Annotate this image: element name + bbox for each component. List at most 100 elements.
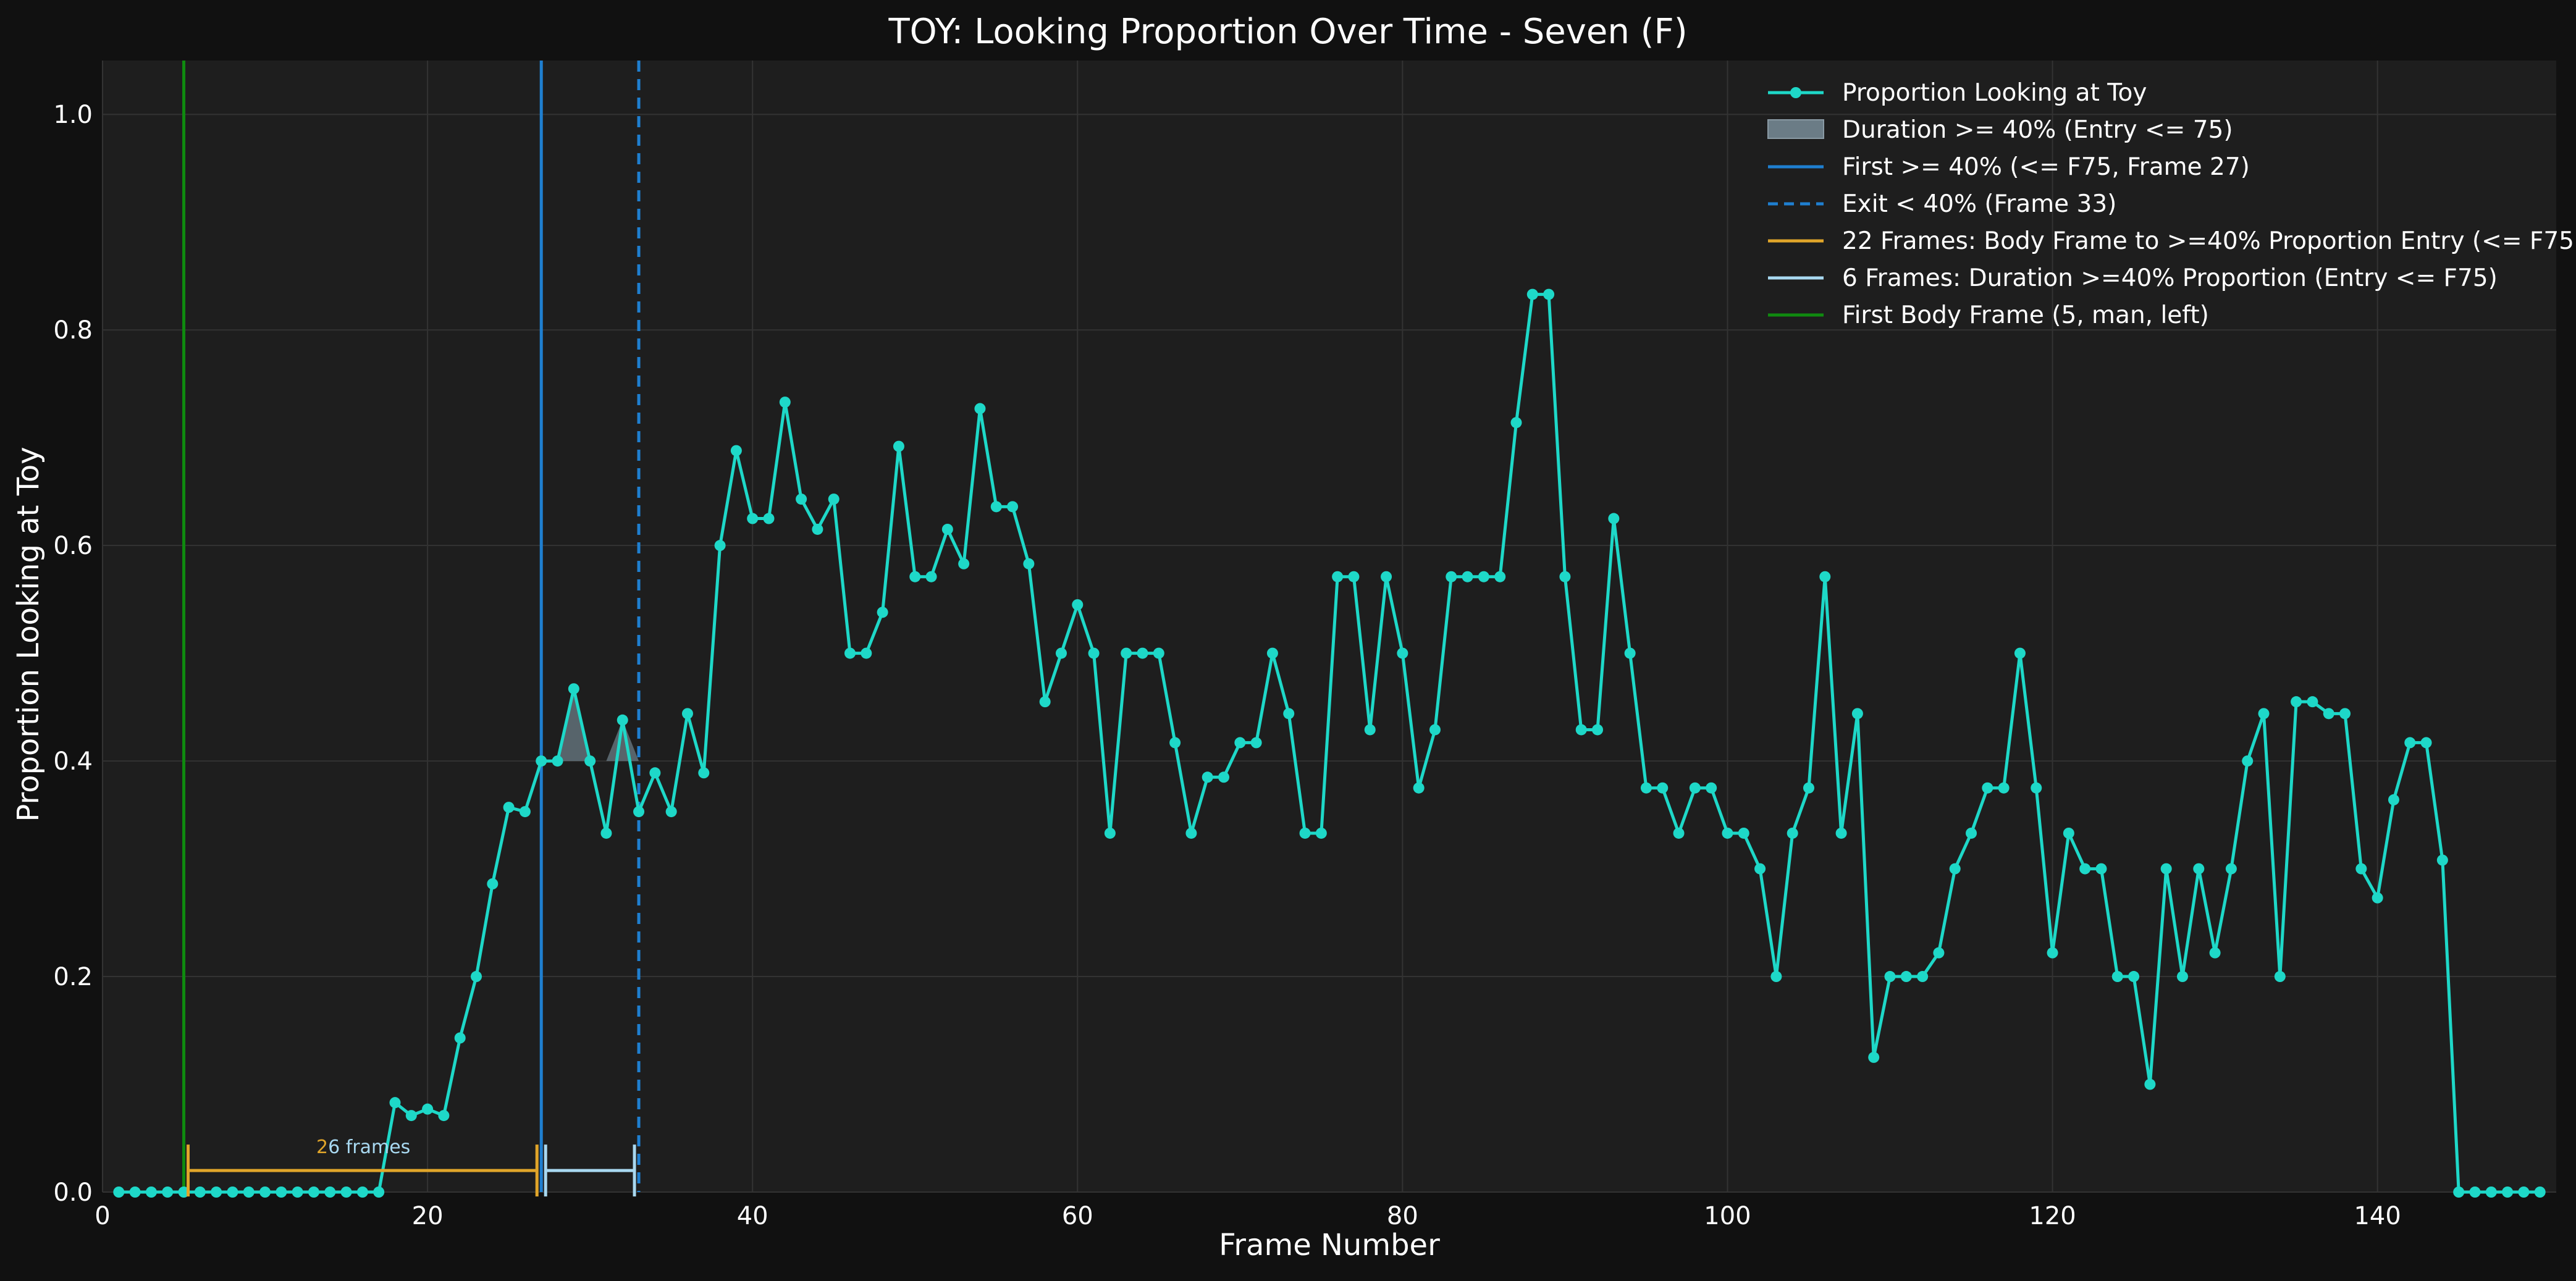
data-point	[162, 1186, 174, 1198]
series-layer	[113, 288, 2546, 1198]
threshold-fill-layer	[541, 689, 639, 762]
threshold-fill-region	[541, 689, 639, 762]
data-point	[893, 440, 904, 452]
data-point	[2160, 863, 2172, 875]
data-point	[438, 1110, 450, 1122]
data-point	[1575, 724, 1587, 736]
data-point	[1413, 782, 1425, 794]
data-point	[1982, 782, 1993, 794]
data-point	[1478, 571, 1489, 582]
legend-entry: 6 Frames: Duration >=40% Proportion (Ent…	[1842, 264, 2498, 292]
plot-area	[103, 61, 2556, 1192]
data-point	[2258, 708, 2270, 720]
data-point	[2014, 647, 2026, 659]
data-point	[584, 755, 596, 767]
brackets: 26 frames	[187, 1136, 636, 1197]
data-point	[1153, 647, 1164, 659]
data-point	[1608, 513, 1620, 524]
data-point	[454, 1032, 466, 1044]
data-point	[1381, 571, 1392, 582]
data-point	[2079, 863, 2091, 875]
x-tick-label: 40	[737, 1202, 768, 1230]
y-tick-label: 1.0	[53, 101, 93, 129]
data-point	[1624, 647, 1636, 659]
data-point	[1917, 971, 1929, 983]
data-point	[519, 806, 531, 818]
data-point	[471, 971, 482, 983]
data-point	[1462, 571, 1473, 582]
data-point	[909, 571, 921, 582]
data-point	[1559, 571, 1571, 582]
data-point	[292, 1186, 303, 1198]
data-point	[2436, 854, 2448, 866]
data-point	[2355, 863, 2367, 875]
data-point	[1494, 571, 1506, 582]
data-point	[2388, 794, 2399, 805]
x-tick-label: 120	[2029, 1202, 2076, 1230]
ticks: 0 20 40 60 80 100 120 140 0.0 0.2 0.4 0.6 0.8 1.0	[53, 101, 2401, 1230]
data-point	[796, 494, 807, 505]
data-point	[1348, 571, 1360, 582]
y-tick-label: 0.2	[53, 963, 93, 991]
data-point	[1234, 737, 1246, 749]
data-point	[324, 1186, 336, 1198]
data-point	[1332, 571, 1344, 582]
data-point	[828, 494, 840, 505]
data-point	[1137, 647, 1148, 659]
legend-entry: Proportion Looking at Toy	[1842, 79, 2147, 107]
data-point	[194, 1186, 206, 1198]
data-point	[211, 1186, 222, 1198]
data-point	[1803, 782, 1814, 794]
data-point	[1315, 827, 1327, 839]
data-point	[2047, 947, 2058, 959]
data-point	[2469, 1186, 2481, 1198]
y-axis-title: Proportion Looking at Toy	[11, 447, 46, 821]
data-point	[1169, 737, 1181, 749]
data-point	[552, 755, 563, 767]
data-point	[1933, 947, 1945, 959]
data-point	[2372, 892, 2383, 904]
bracket-annotation-part-1: 2	[316, 1136, 328, 1158]
data-point	[145, 1186, 157, 1198]
data-point	[1543, 288, 1555, 300]
data-point	[1966, 827, 1977, 839]
data-point	[1819, 571, 1831, 582]
data-point	[1446, 571, 1457, 582]
data-point	[1689, 782, 1701, 794]
data-point	[2485, 1186, 2497, 1198]
data-point	[2063, 827, 2074, 839]
y-tick-label: 0.0	[53, 1178, 93, 1207]
data-point	[1250, 737, 1262, 749]
x-tick-label: 0	[95, 1202, 110, 1230]
y-tick-label: 0.8	[53, 316, 93, 345]
legend-swatch-marker	[1790, 87, 1801, 98]
data-point	[2176, 971, 2188, 983]
data-point	[1640, 782, 1652, 794]
data-point	[763, 513, 775, 524]
data-point	[617, 714, 628, 726]
data-point	[1868, 1051, 1880, 1063]
data-point	[1429, 724, 1441, 736]
x-tick-label: 100	[1704, 1202, 1751, 1230]
data-point	[227, 1186, 238, 1198]
data-point	[1072, 599, 1084, 611]
data-point	[2031, 782, 2042, 794]
x-tick-label: 20	[412, 1202, 444, 1230]
data-point	[308, 1186, 319, 1198]
data-point	[600, 827, 612, 839]
data-point	[1510, 417, 1522, 429]
data-point	[2242, 755, 2254, 767]
data-point	[1900, 971, 1912, 983]
data-point	[990, 501, 1002, 513]
data-point	[941, 523, 953, 535]
y-tick-label: 0.4	[53, 747, 93, 776]
x-axis-title: Frame Number	[1219, 1228, 1440, 1262]
data-point	[1998, 782, 2010, 794]
data-point	[1787, 827, 1798, 839]
data-point	[1202, 771, 1213, 783]
data-point	[2339, 708, 2351, 720]
data-point	[974, 403, 986, 414]
y-tick-label: 0.6	[53, 532, 93, 560]
data-point	[1706, 782, 1717, 794]
